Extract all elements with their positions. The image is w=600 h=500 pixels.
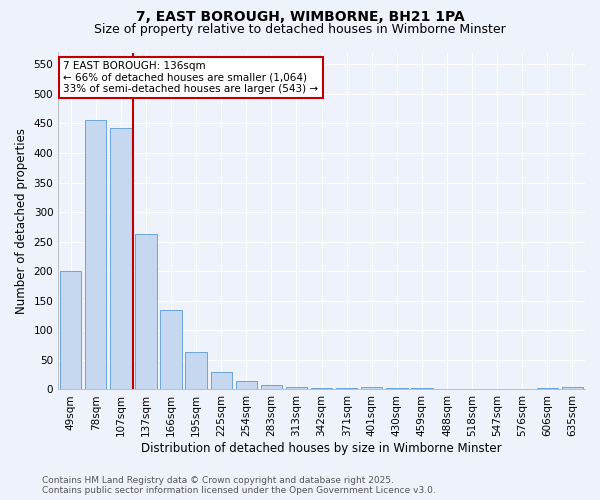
Bar [85, 120, 106, 390]
Bar [286, 387, 307, 390]
Bar [160, 310, 182, 390]
Bar [236, 380, 257, 390]
Bar [562, 387, 583, 390]
Bar [361, 386, 382, 390]
X-axis label: Distribution of detached houses by size in Wimborne Minster: Distribution of detached houses by size … [141, 442, 502, 455]
Bar [436, 389, 458, 390]
Bar [185, 352, 207, 390]
Bar [261, 384, 282, 390]
Bar [60, 271, 82, 390]
Text: 7, EAST BOROUGH, WIMBORNE, BH21 1PA: 7, EAST BOROUGH, WIMBORNE, BH21 1PA [136, 10, 464, 24]
Bar [411, 388, 433, 390]
Bar [336, 388, 358, 390]
Bar [537, 388, 558, 390]
Y-axis label: Number of detached properties: Number of detached properties [15, 128, 28, 314]
Bar [211, 372, 232, 390]
Bar [110, 128, 131, 390]
Bar [461, 389, 483, 390]
Text: Size of property relative to detached houses in Wimborne Minster: Size of property relative to detached ho… [94, 22, 506, 36]
Text: Contains HM Land Registry data © Crown copyright and database right 2025.
Contai: Contains HM Land Registry data © Crown c… [42, 476, 436, 495]
Bar [311, 388, 332, 390]
Bar [487, 389, 508, 390]
Bar [386, 388, 407, 390]
Bar [136, 234, 157, 390]
Text: 7 EAST BOROUGH: 136sqm
← 66% of detached houses are smaller (1,064)
33% of semi-: 7 EAST BOROUGH: 136sqm ← 66% of detached… [64, 61, 319, 94]
